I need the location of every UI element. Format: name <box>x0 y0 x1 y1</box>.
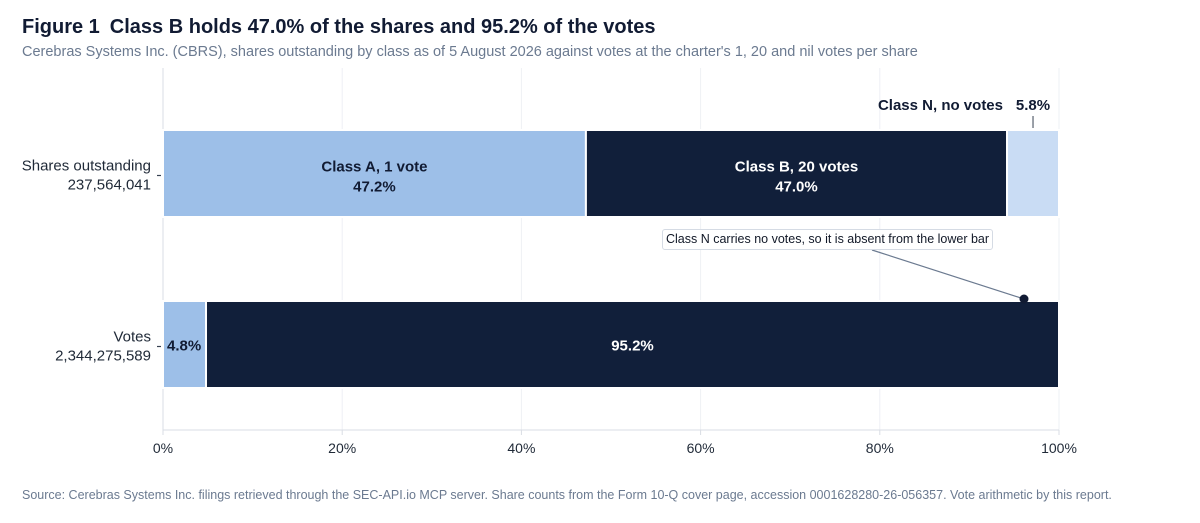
votes-label-class-a-1-vote: 4.8% <box>167 338 201 355</box>
figure-title-text: Class B holds 47.0% of the shares and 95… <box>109 16 656 38</box>
bar-shares-outstanding-class-b-20-votes <box>584 129 1009 218</box>
figure-source: Source: Cerebras Systems Inc. filings re… <box>22 488 1112 502</box>
annotation-dot <box>1019 294 1029 304</box>
annotation-connector <box>871 249 1025 300</box>
x-tick-label-100: 100% <box>1041 440 1077 456</box>
bar-shares-outstanding-class-n-no-votes <box>1006 129 1060 218</box>
x-tick-label-0: 0% <box>153 440 173 456</box>
bar-votes-class-a-1-vote <box>162 300 208 389</box>
bar-votes-class-b-20-votes <box>205 300 1060 389</box>
annotation-box: Class N carries no votes, so it is absen… <box>662 229 994 250</box>
figure-subtitle: Cerebras Systems Inc. (CBRS), shares out… <box>22 44 918 60</box>
x-tick-label-40: 40% <box>507 440 535 456</box>
bar-label-value-class-b-20-votes: 47.0% <box>775 179 818 196</box>
x-tick-label-60: 60% <box>687 440 715 456</box>
category-total-votes: 2,344,275,589 <box>55 348 151 365</box>
figure-number: Figure 1 <box>22 16 100 38</box>
category-label-votes: Votes <box>113 329 151 346</box>
stacked-bar-chart: 0% 20% 40% 60% 80% 100% Shares outstanding 237,… <box>22 68 1077 456</box>
figure-title: Figure 1 Class B holds 47.0% of the share… <box>22 16 656 39</box>
bar-label-value-class-n-no-votes: 5.8% <box>1016 97 1050 114</box>
category-total-shares-outstanding: 237,564,041 <box>68 177 151 194</box>
votes-label-class-b-20-votes: 95.2% <box>611 338 654 355</box>
bar-label-value-class-a-1-vote: 47.2% <box>353 179 396 196</box>
x-tick-label-80: 80% <box>866 440 894 456</box>
category-label-shares-outstanding: Shares outstanding <box>22 158 151 175</box>
bar-label-name-class-a-1-vote: Class A, 1 vote <box>321 159 427 176</box>
bar-label-name-class-b-20-votes: Class B, 20 votes <box>735 159 858 176</box>
bar-label-name-class-n-no-votes: Class N, no votes <box>878 97 1003 114</box>
bar-shares-outstanding-class-a-1-vote <box>162 129 587 218</box>
x-tick-label-20: 20% <box>328 440 356 456</box>
